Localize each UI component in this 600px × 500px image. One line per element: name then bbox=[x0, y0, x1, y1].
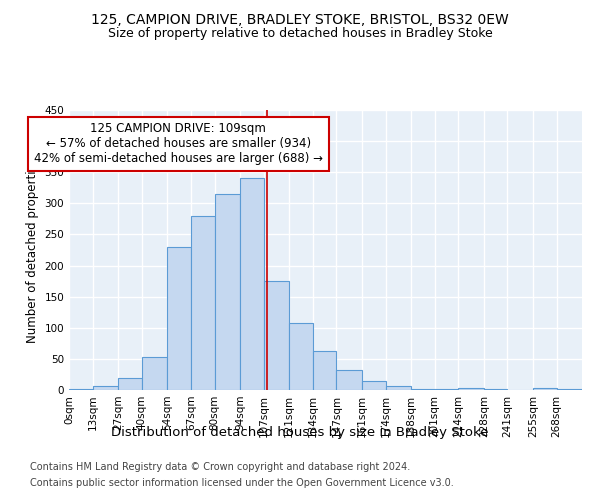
Bar bbox=[289, 323, 313, 390]
Y-axis label: Number of detached properties: Number of detached properties bbox=[26, 157, 39, 343]
Text: Size of property relative to detached houses in Bradley Stoke: Size of property relative to detached ho… bbox=[107, 28, 493, 40]
Bar bbox=[313, 351, 337, 390]
Bar bbox=[263, 281, 289, 390]
Text: 125, CAMPION DRIVE, BRADLEY STOKE, BRISTOL, BS32 0EW: 125, CAMPION DRIVE, BRADLEY STOKE, BRIST… bbox=[91, 12, 509, 26]
Text: Contains public sector information licensed under the Open Government Licence v3: Contains public sector information licen… bbox=[30, 478, 454, 488]
Bar bbox=[142, 357, 167, 390]
Text: Distribution of detached houses by size in Bradley Stoke: Distribution of detached houses by size … bbox=[111, 426, 489, 439]
Bar bbox=[240, 178, 263, 390]
Bar bbox=[118, 378, 142, 390]
Bar bbox=[215, 194, 240, 390]
Bar bbox=[386, 386, 411, 390]
Bar bbox=[362, 380, 386, 390]
Bar bbox=[458, 388, 484, 390]
Bar bbox=[191, 216, 215, 390]
Bar bbox=[337, 370, 362, 390]
Bar bbox=[92, 386, 118, 390]
Bar bbox=[533, 388, 557, 390]
Text: Contains HM Land Registry data © Crown copyright and database right 2024.: Contains HM Land Registry data © Crown c… bbox=[30, 462, 410, 472]
Bar bbox=[167, 247, 191, 390]
Text: 125 CAMPION DRIVE: 109sqm
← 57% of detached houses are smaller (934)
42% of semi: 125 CAMPION DRIVE: 109sqm ← 57% of detac… bbox=[34, 122, 323, 166]
